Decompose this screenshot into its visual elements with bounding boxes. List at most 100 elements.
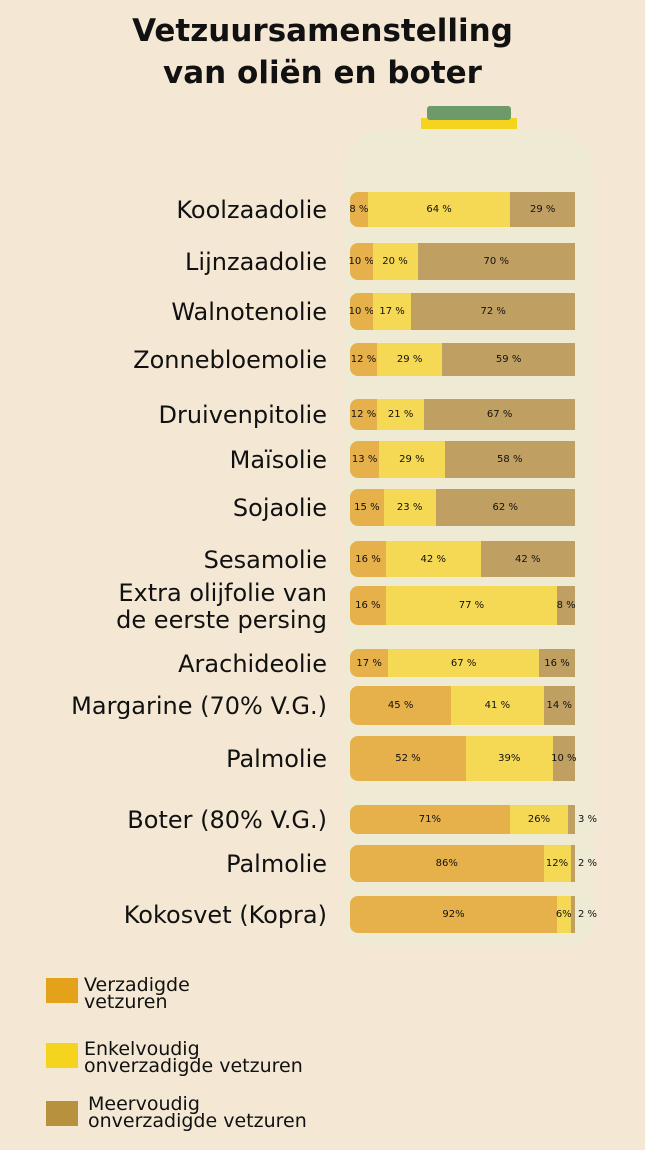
category-label: Zonnebloemolie	[133, 347, 327, 374]
bar-row: 12 % 21 % 67 %	[350, 399, 575, 430]
legend-text: Verzadigde	[84, 974, 190, 996]
bar-segment: 6%	[556, 896, 572, 933]
bar-segment: 72 %	[411, 293, 575, 330]
data-label: 10 %	[348, 306, 375, 317]
data-label: 15 %	[354, 502, 380, 513]
bar-segment: 15 %	[350, 489, 384, 526]
bar-segment: 64 %	[367, 192, 511, 227]
category-label: Walnotenolie	[171, 299, 327, 326]
category-label-line: de eerste persing	[116, 605, 327, 634]
category-label-line: Extra olijfolie van	[118, 578, 327, 607]
legend-text: Enkelvoudig	[84, 1038, 200, 1060]
category-label: Palmolie	[226, 851, 327, 878]
bar-row: 92% 6% 2 %	[350, 896, 597, 933]
bar-segment: 12 %	[350, 343, 377, 376]
category-label: Sesamolie	[204, 546, 327, 574]
legend-text: onverzadigde vetzuren	[84, 1055, 303, 1077]
bar-row: 86% 12% 2 %	[350, 845, 597, 882]
bar-segment: 10 %	[348, 243, 374, 280]
bar-segment: 52 %	[350, 736, 466, 781]
legend-text: vetzuren	[84, 991, 168, 1013]
legend-text: onverzadigde vetzuren	[88, 1110, 307, 1132]
title-line-1: Vetzuursamenstelling	[132, 13, 513, 49]
data-label: 10 %	[551, 753, 577, 764]
bar-segment: 8 %	[557, 586, 576, 625]
category-label-line: Margarine (70% V.G.)	[71, 692, 327, 720]
bar-segment: 67 %	[388, 649, 539, 677]
bar-segment: 2 %	[570, 845, 597, 882]
data-label: 39%	[498, 753, 521, 764]
title-line-2: van oliën en boter	[163, 55, 482, 91]
data-label: 86%	[435, 858, 458, 869]
data-label: 10 %	[348, 256, 374, 267]
data-label: 77 %	[458, 600, 485, 611]
data-label: 14 %	[546, 700, 572, 711]
data-label: 41 %	[484, 700, 511, 711]
category-label-line: Palmolie	[226, 850, 327, 878]
bar-segment: 8 %	[349, 192, 369, 227]
bar-segment: 10 %	[551, 736, 577, 781]
data-label: 42 %	[420, 553, 446, 565]
data-label: 12 %	[350, 354, 377, 365]
data-label: 8 %	[349, 204, 369, 215]
bar-segment: 23 %	[383, 489, 436, 526]
bar-segment: 42 %	[386, 541, 481, 577]
legend-swatch-poly	[46, 1101, 78, 1126]
bar-segment: 10 %	[348, 293, 375, 330]
data-label: 29 %	[399, 454, 425, 465]
bar-segment: 59 %	[442, 343, 575, 376]
bar-segment: 12 %	[350, 399, 377, 430]
data-label: 20 %	[382, 256, 408, 267]
bar-segment: 3 %	[568, 805, 597, 834]
bar-segment: 77 %	[385, 586, 558, 625]
data-label: 21 %	[387, 409, 414, 420]
data-label: 17 %	[356, 657, 382, 669]
bar-segment: 29 %	[510, 192, 575, 227]
bar-row: 15 % 23 % 62 %	[350, 489, 575, 526]
bottle-neck	[375, 125, 565, 185]
category-label-line: Palmolie	[226, 745, 327, 773]
bottle-cap	[427, 106, 511, 120]
category-label-line: Druivenpitolie	[158, 401, 327, 429]
bar-segment: 45 %	[350, 686, 452, 725]
bar-row: 10 % 20 % 70 %	[348, 243, 575, 280]
bottle-cap-band	[421, 118, 517, 129]
data-label: 3 %	[578, 814, 598, 825]
bar-row: 71% 26% 3 %	[350, 805, 597, 834]
category-label-line: Arachideolie	[178, 649, 327, 678]
category-label: Druivenpitolie	[158, 402, 327, 429]
category-label-line: Zonnebloemolie	[133, 346, 327, 374]
data-label: 67 %	[450, 657, 477, 669]
category-label-line: Koolzaadolie	[176, 196, 327, 224]
data-label: 72 %	[480, 306, 506, 317]
data-label: 29 %	[396, 354, 423, 365]
category-label-line: Maïsolie	[229, 446, 327, 474]
bar-segment: 67 %	[424, 399, 575, 430]
bar-segment: 20 %	[372, 243, 418, 280]
category-label-line: Lijnzaadolie	[185, 248, 327, 276]
bar-segment: 26%	[509, 805, 569, 834]
category-label: Extra olijfolie van de eerste persing	[116, 578, 327, 634]
bar-segment: 16 %	[350, 541, 386, 577]
legend-swatch-saturated	[46, 978, 78, 1003]
category-label: Margarine (70% V.G.)	[71, 693, 327, 720]
category-label: Kokosvet (Kopra)	[124, 902, 327, 929]
legend-label-mono: Enkelvoudig onverzadigde vetzuren	[84, 1038, 303, 1077]
category-label-line: Walnotenolie	[171, 298, 327, 326]
category-label-line: Kokosvet (Kopra)	[123, 901, 327, 929]
category-label: Koolzaadolie	[176, 197, 327, 224]
legend-label-saturated: Verzadigde vetzuren	[84, 974, 190, 1013]
category-label: Palmolie	[226, 746, 327, 773]
legend-text: Meervoudig	[88, 1093, 200, 1115]
category-label: Sojaolie	[233, 495, 327, 522]
data-label: 62 %	[492, 502, 518, 513]
data-label: 2 %	[578, 909, 598, 920]
bar-segment: 41 %	[451, 686, 544, 725]
data-label: 17 %	[379, 306, 405, 317]
category-label: Lijnzaadolie	[185, 249, 327, 276]
bar-row: 8 % 64 % 29 %	[349, 192, 575, 227]
bar-segment: 29 %	[377, 343, 443, 376]
data-label: 67 %	[486, 409, 513, 420]
data-label: 59 %	[495, 354, 522, 365]
category-label: Arachideolie	[178, 649, 327, 678]
